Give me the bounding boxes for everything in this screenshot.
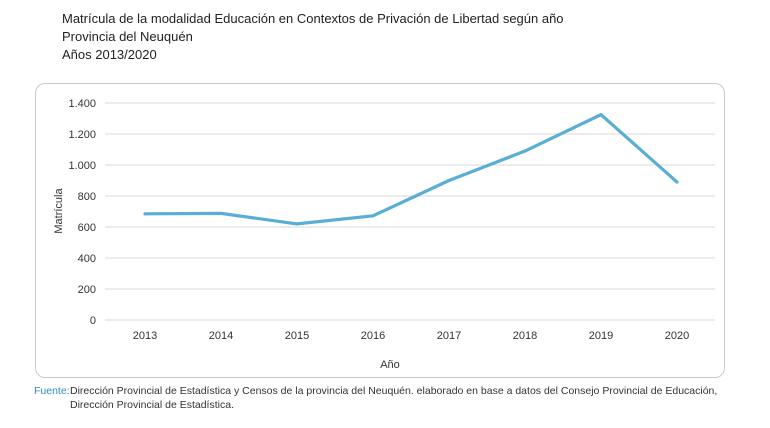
chart-title-line-3: Años 2013/2020 bbox=[62, 47, 157, 62]
y-tick-label: 800 bbox=[78, 191, 96, 203]
y-tick-label: 600 bbox=[78, 222, 96, 234]
y-tick-label: 400 bbox=[78, 253, 96, 265]
data-point bbox=[143, 212, 147, 216]
data-point bbox=[295, 222, 299, 226]
data-point bbox=[599, 113, 603, 117]
x-tick-label: 2015 bbox=[285, 330, 309, 342]
data-point bbox=[523, 149, 527, 153]
data-point bbox=[447, 179, 451, 182]
grid-lines bbox=[105, 102, 715, 321]
series-layer bbox=[143, 113, 679, 226]
chart-title: Matrícula de la modalidad Educación en C… bbox=[62, 10, 564, 64]
y-tick-label: 1.400 bbox=[68, 98, 96, 110]
x-tick-label: 2017 bbox=[437, 330, 461, 342]
chart-frame bbox=[35, 83, 725, 378]
y-axis-title: Matrícula bbox=[53, 188, 65, 234]
chart-title-line-2: Provincia del Neuquén bbox=[62, 29, 193, 44]
x-tick-label: 2019 bbox=[589, 330, 613, 342]
x-tick-label: 2016 bbox=[361, 330, 385, 342]
y-tick-label: 1.200 bbox=[68, 129, 96, 141]
x-tick-label: 2013 bbox=[133, 330, 157, 342]
y-tick-labels: 0 200 400 600 800 1.000 1.200 1.400 bbox=[68, 98, 96, 327]
y-tick-label: 200 bbox=[78, 284, 96, 296]
y-tick-label: 1.000 bbox=[68, 160, 96, 172]
y-tick-label: 0 bbox=[90, 315, 96, 327]
data-point bbox=[371, 214, 375, 218]
series-line-0 bbox=[143, 113, 679, 226]
x-tick-label: 2018 bbox=[513, 330, 537, 342]
source-text: Dirección Provincial de Estadística y Ce… bbox=[70, 385, 718, 411]
source-note: Fuente: Dirección Provincial de Estadíst… bbox=[34, 384, 734, 412]
data-point bbox=[675, 180, 679, 184]
data-point bbox=[219, 211, 223, 215]
chart-title-line-1: Matrícula de la modalidad Educación en C… bbox=[62, 11, 564, 26]
x-tick-label: 2020 bbox=[665, 330, 689, 342]
x-axis-title: Año bbox=[380, 359, 400, 371]
source-label: Fuente: bbox=[34, 385, 70, 397]
x-tick-label: 2014 bbox=[209, 330, 233, 342]
x-tick-labels: 2013 2014 2015 2016 2017 2018 2019 2020 bbox=[133, 330, 689, 342]
